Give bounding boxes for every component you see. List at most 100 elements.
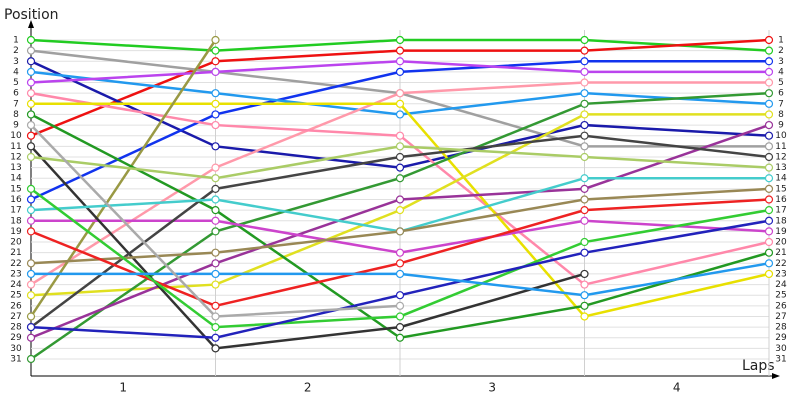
- marker: [764, 110, 774, 119]
- marker: [764, 248, 774, 257]
- marker: [580, 67, 589, 77]
- y-tick-label-right: 11: [775, 142, 786, 152]
- y-tick-label: 30: [10, 344, 22, 354]
- marker: [580, 57, 589, 66]
- marker: [395, 142, 405, 151]
- y-tick-label-right: 14: [775, 174, 787, 184]
- marker: [26, 323, 36, 332]
- y-tick-label: 22: [10, 259, 21, 269]
- marker: [580, 291, 589, 300]
- y-tick-label-right: 26: [775, 301, 787, 311]
- marker: [764, 269, 774, 279]
- marker: [580, 216, 589, 225]
- marker: [395, 269, 405, 279]
- marker: [580, 152, 589, 162]
- x-tick-label: 3: [488, 381, 496, 395]
- y-axis-title: Position: [4, 7, 59, 23]
- marker: [764, 46, 774, 55]
- marker: [395, 333, 405, 342]
- marker: [211, 269, 220, 279]
- marker: [764, 131, 774, 140]
- marker: [764, 142, 774, 151]
- y-tick-label-right: 16: [775, 195, 787, 205]
- marker: [764, 120, 774, 130]
- marker: [580, 301, 589, 310]
- y-tick-label-right: 18: [775, 216, 787, 226]
- y-tick-label-right: 5: [778, 78, 784, 88]
- marker: [26, 131, 36, 140]
- y-tick-label: 8: [13, 110, 19, 120]
- marker: [764, 237, 774, 247]
- y-tick-label-right: 7: [778, 99, 784, 109]
- marker: [26, 67, 36, 77]
- y-tick-label-right: 31: [775, 355, 786, 365]
- marker: [764, 163, 774, 172]
- marker: [764, 35, 774, 45]
- y-tick-label-right: 30: [775, 344, 787, 354]
- y-tick-label: 7: [13, 99, 19, 109]
- y-tick-label: 6: [13, 89, 19, 99]
- y-tick-label-right: 3: [778, 57, 784, 67]
- y-tick-label: 27: [10, 312, 21, 322]
- marker: [211, 333, 220, 342]
- y-tick-label-right: 21: [775, 248, 786, 258]
- marker: [211, 110, 220, 119]
- marker: [580, 99, 589, 108]
- y-tick-label-right: 19: [775, 227, 787, 237]
- marker: [211, 248, 220, 257]
- marker: [764, 259, 774, 268]
- y-tick-label-right: 13: [775, 163, 786, 173]
- marker: [395, 174, 405, 183]
- series-line: [30, 145, 585, 350]
- marker: [26, 291, 36, 300]
- marker: [580, 206, 589, 215]
- marker: [26, 195, 36, 204]
- marker: [580, 280, 589, 289]
- y-tick-label: 2: [13, 46, 19, 56]
- marker: [395, 89, 405, 98]
- marker: [764, 152, 774, 162]
- y-tick-label: 18: [10, 216, 22, 226]
- marker: [211, 67, 220, 77]
- y-tick-label: 17: [10, 206, 21, 216]
- marker: [26, 57, 36, 66]
- marker: [26, 206, 36, 215]
- y-tick-label: 9: [13, 121, 19, 131]
- marker: [26, 46, 36, 55]
- marker: [26, 78, 36, 87]
- marker: [211, 227, 220, 236]
- y-tick-label: 23: [10, 269, 21, 279]
- x-tick-label: 2: [304, 381, 312, 395]
- marker: [211, 35, 220, 45]
- marker: [580, 195, 589, 204]
- y-tick-label-right: 1: [778, 36, 784, 46]
- marker: [395, 312, 405, 321]
- marker: [26, 280, 36, 289]
- marker: [26, 269, 36, 279]
- marker: [26, 259, 36, 268]
- y-tick-label-right: 22: [775, 259, 786, 269]
- marker: [764, 57, 774, 66]
- y-tick-label: 24: [10, 280, 22, 290]
- marker: [211, 142, 220, 151]
- marker: [211, 312, 220, 321]
- y-tick-label: 14: [10, 174, 22, 184]
- marker: [764, 99, 774, 108]
- marker: [580, 131, 589, 140]
- marker: [26, 152, 36, 162]
- y-tick-label-right: 6: [778, 89, 784, 99]
- y-tick-label: 5: [13, 78, 19, 88]
- y-tick-label-right: 2: [778, 46, 784, 56]
- y-tick-label: 11: [10, 142, 21, 152]
- marker: [580, 110, 589, 119]
- marker: [211, 195, 220, 204]
- y-tick-label-right: 8: [778, 110, 784, 120]
- marker: [211, 259, 220, 268]
- marker: [395, 248, 405, 257]
- y-tick-label: 13: [10, 163, 21, 173]
- marker: [395, 206, 405, 215]
- marker: [764, 195, 774, 204]
- marker: [764, 216, 774, 225]
- marker: [580, 248, 589, 257]
- y-tick-label: 26: [10, 301, 22, 311]
